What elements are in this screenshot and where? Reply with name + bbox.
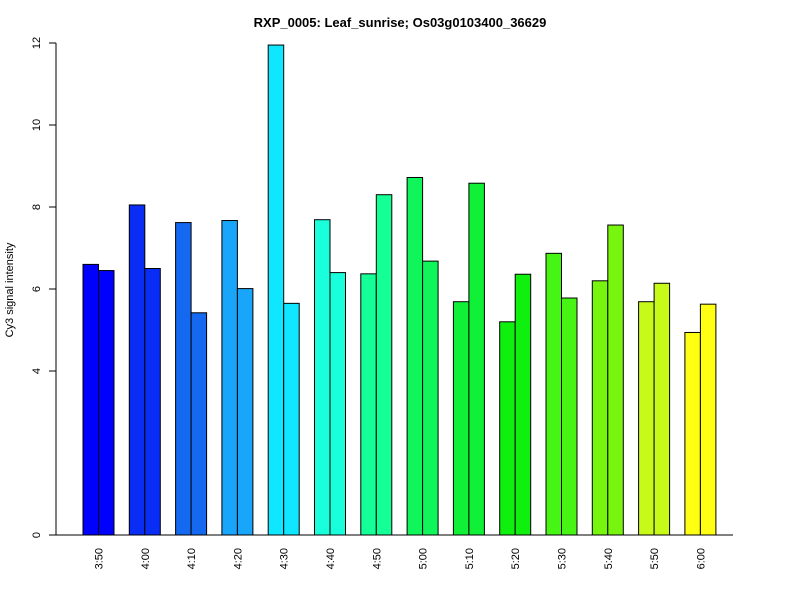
- bar-510-1: [452, 301, 470, 536]
- bar-400-2: [144, 268, 161, 536]
- y-tick-label: 8: [31, 204, 43, 210]
- bar-430-1: [267, 44, 285, 536]
- bar-520-1: [499, 321, 516, 536]
- y-tick-label: 6: [31, 286, 43, 292]
- bar-550-1: [638, 301, 655, 536]
- x-tick-label: 6:00: [695, 548, 707, 569]
- x-tick-label: 5:30: [557, 548, 569, 569]
- bar-600-1: [684, 331, 701, 536]
- bar-350-1: [82, 263, 99, 536]
- chart-title: RXP_0005: Leaf_sunrise; Os03g0103400_366…: [254, 15, 547, 30]
- bar-450-2: [375, 194, 393, 536]
- y-tick-label: 12: [31, 37, 43, 49]
- x-tick-label: 4:20: [232, 548, 244, 569]
- bar-440-1: [314, 219, 331, 536]
- bar-410-1: [175, 222, 192, 536]
- x-tick-label: 4:00: [140, 548, 152, 569]
- bar-350-2: [98, 270, 115, 536]
- bar-450-1: [360, 273, 377, 536]
- bar-540-1: [591, 280, 609, 536]
- bar-420-1: [221, 220, 238, 536]
- bar-530-2: [561, 297, 578, 536]
- y-axis: 0 4 6 8 10 12: [31, 37, 57, 538]
- x-tick-label: 4:50: [371, 548, 383, 569]
- x-tick-label: 3:50: [94, 548, 106, 569]
- bar-550-2: [653, 282, 671, 536]
- x-tick-label: 5:50: [649, 548, 661, 569]
- bar-410-2: [190, 312, 208, 536]
- bars-group: [82, 44, 717, 536]
- y-tick-label: 0: [31, 532, 43, 538]
- bar-430-2: [283, 302, 300, 536]
- bar-400-1: [128, 204, 146, 536]
- x-tick-label: 5:40: [603, 548, 615, 569]
- bar-420-2: [236, 288, 254, 536]
- x-tick-label: 4:30: [279, 548, 291, 569]
- bar-520-2: [514, 273, 532, 536]
- bar-510-2: [468, 182, 485, 536]
- y-axis-label: Cy3 signal intensity: [4, 242, 16, 337]
- bar-530-1: [545, 252, 562, 536]
- bar-600-2: [699, 303, 717, 536]
- y-tick-label: 10: [31, 119, 43, 131]
- y-tick-label: 4: [31, 368, 43, 374]
- x-tick-label: 4:10: [186, 548, 198, 569]
- bar-540-2: [607, 224, 624, 536]
- x-axis: 3:50 4:00 4:10 4:20 4:30 4:40 4:50 5:00 5:10 5:20…: [56, 534, 733, 569]
- bar-500-1: [406, 176, 424, 536]
- x-tick-label: 5:20: [510, 548, 522, 569]
- bar-440-2: [329, 272, 346, 536]
- x-tick-label: 4:40: [325, 548, 337, 569]
- x-tick-label: 5:10: [464, 548, 476, 569]
- bar-500-2: [422, 260, 439, 536]
- x-tick-label: 5:00: [418, 548, 430, 569]
